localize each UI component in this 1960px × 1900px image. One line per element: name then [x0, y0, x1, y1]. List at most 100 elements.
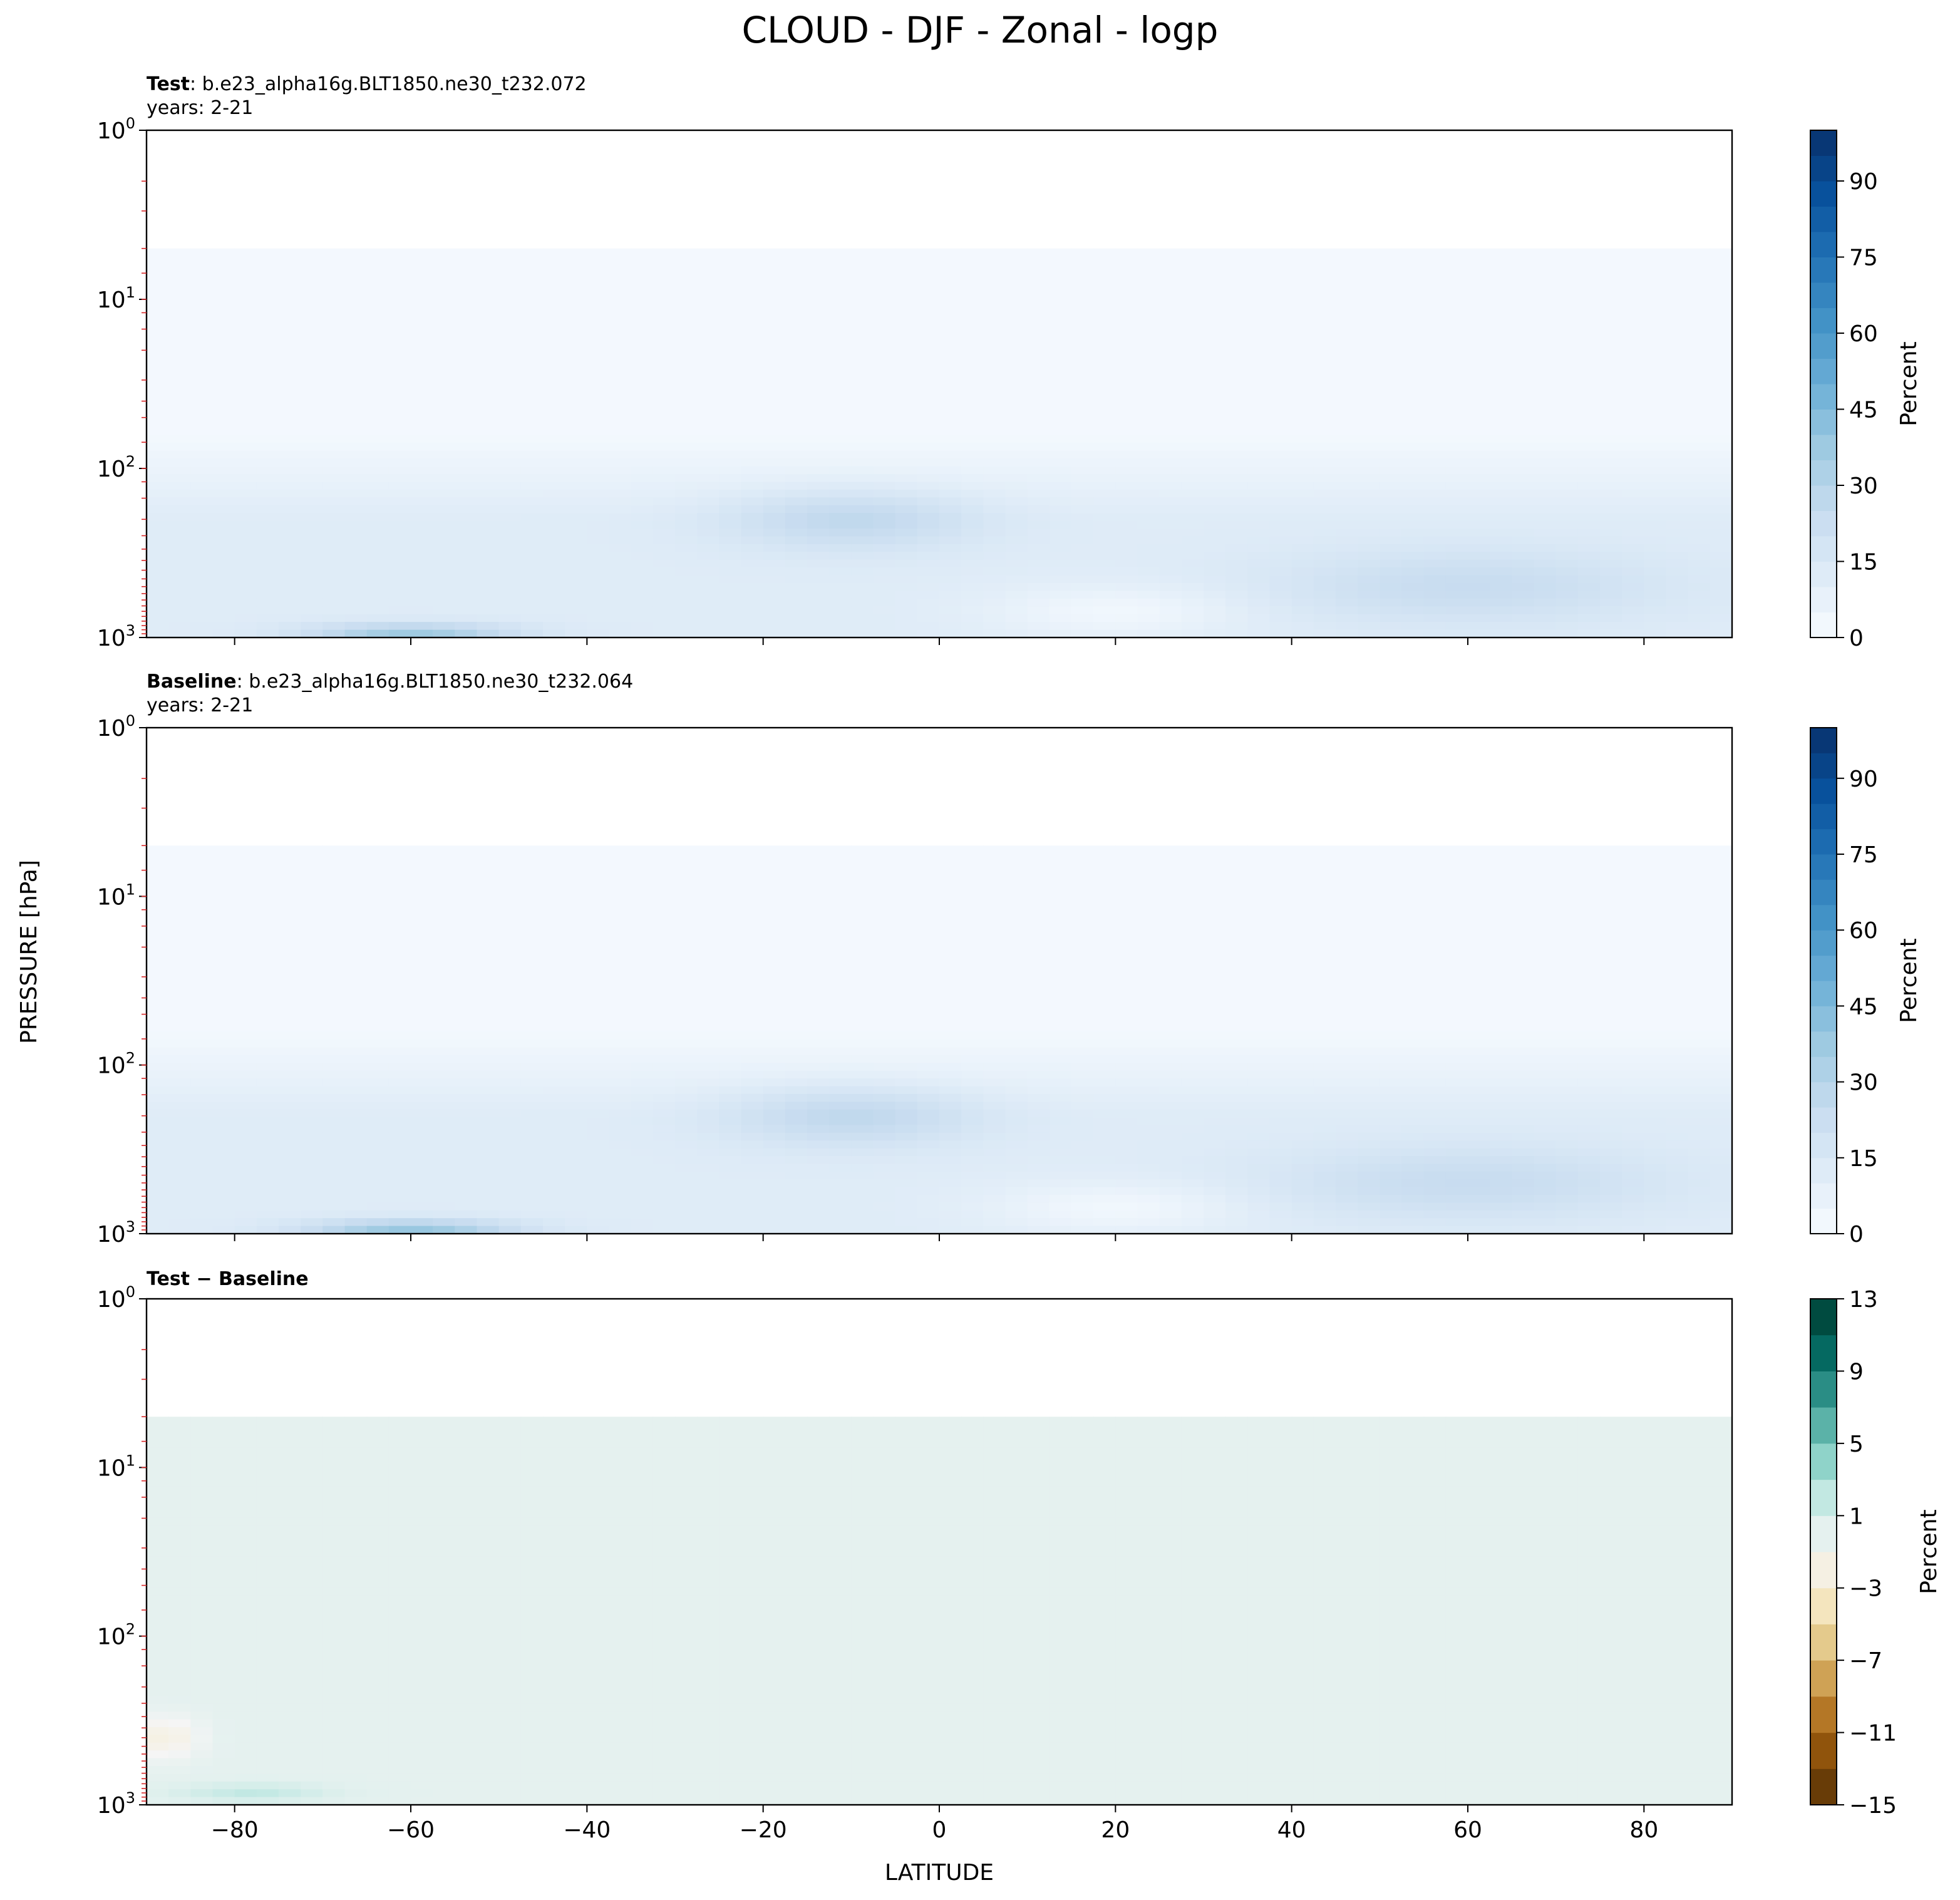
heatmap-cell	[411, 892, 433, 901]
heatmap-cell	[301, 954, 323, 963]
heatmap-cell	[190, 978, 214, 986]
heatmap-cell	[433, 396, 455, 405]
heatmap-cell	[1555, 575, 1579, 584]
heatmap-cell	[1115, 264, 1138, 272]
heatmap-cell	[631, 969, 654, 978]
heatmap-cell	[675, 427, 698, 436]
heatmap-cell	[388, 505, 411, 514]
heatmap-cell	[388, 583, 411, 591]
heatmap-cell	[1181, 575, 1204, 584]
heatmap-cell	[520, 1016, 544, 1025]
heatmap-cell	[631, 614, 654, 622]
heatmap-cell	[388, 1156, 411, 1165]
heatmap-cell	[1093, 311, 1116, 319]
heatmap-cell	[1401, 302, 1425, 311]
heatmap-cell	[498, 1109, 522, 1118]
heatmap-cell	[543, 411, 565, 420]
heatmap-cell	[344, 1086, 368, 1095]
heatmap-cell	[895, 435, 918, 443]
heatmap-cell	[1093, 443, 1116, 452]
heatmap-cell	[1071, 326, 1094, 334]
heatmap-cell	[609, 341, 632, 350]
heatmap-cell	[1093, 404, 1116, 413]
heatmap-cell	[697, 606, 720, 615]
heatmap-cell	[631, 1008, 654, 1017]
heatmap-cell	[1358, 629, 1380, 638]
heatmap-cell	[609, 1055, 632, 1063]
heatmap-cell	[631, 978, 654, 986]
heatmap-cell	[939, 365, 962, 374]
heatmap-cell	[344, 1024, 368, 1033]
heatmap-cell	[917, 435, 940, 443]
heatmap-cell	[1137, 466, 1160, 475]
heatmap-cell	[388, 1078, 411, 1087]
heatmap-cell	[322, 1125, 346, 1133]
heatmap-cell	[212, 287, 235, 296]
heatmap-cell	[1049, 520, 1072, 529]
heatmap-cell	[190, 1195, 214, 1203]
heatmap-cell	[344, 614, 368, 622]
heatmap-cell	[1490, 404, 1512, 413]
heatmap-cell	[411, 420, 433, 428]
heatmap-cell	[388, 622, 411, 631]
heatmap-cell	[1225, 272, 1248, 280]
heatmap-cell	[1600, 404, 1622, 413]
heatmap-cell	[697, 287, 720, 296]
heatmap-cell	[344, 583, 368, 591]
heatmap-cell	[1204, 505, 1226, 514]
heatmap-cell	[344, 861, 368, 869]
heatmap-cell	[256, 1031, 279, 1040]
heatmap-cell	[498, 1093, 522, 1102]
heatmap-cell	[741, 443, 764, 452]
heatmap-cell	[1071, 497, 1094, 506]
heatmap-cell	[498, 1086, 522, 1095]
heatmap-cell	[190, 931, 214, 939]
heatmap-cell	[1071, 420, 1094, 428]
heatmap-cell	[256, 279, 279, 288]
heatmap-cell	[1423, 513, 1447, 522]
colorbar-segment	[1810, 384, 1837, 410]
heatmap-cell	[851, 349, 874, 358]
heatmap-cell	[147, 567, 169, 576]
heatmap-cell	[939, 466, 962, 475]
heatmap-cell	[1445, 287, 1468, 296]
heatmap-cell	[1555, 302, 1579, 311]
heatmap-cell	[719, 458, 742, 467]
heatmap-cell	[1445, 598, 1468, 607]
heatmap-cell	[1115, 272, 1138, 280]
heatmap-cell	[873, 544, 896, 552]
heatmap-cell	[1600, 311, 1622, 319]
heatmap-cell	[829, 458, 852, 467]
heatmap-cell	[344, 962, 368, 971]
heatmap-cell	[873, 381, 896, 389]
heatmap-cell	[498, 591, 522, 599]
heatmap-cell	[1005, 357, 1028, 366]
heatmap-cell	[543, 978, 565, 986]
heatmap-cell	[631, 272, 654, 280]
heatmap-cell	[741, 311, 764, 319]
heatmap-cell	[807, 334, 830, 343]
heatmap-cell	[1577, 381, 1601, 389]
heatmap-cell	[1401, 450, 1425, 459]
heatmap-cell	[719, 567, 742, 576]
heatmap-cell	[322, 845, 346, 854]
heatmap-cell	[477, 1125, 500, 1133]
heatmap-cell	[543, 907, 565, 916]
heatmap-cell	[279, 497, 301, 506]
heatmap-cell	[1269, 287, 1292, 296]
heatmap-cell	[1380, 272, 1403, 280]
heatmap-cell	[785, 598, 808, 607]
heatmap-cell	[279, 1117, 301, 1126]
heatmap-cell	[168, 1210, 191, 1219]
heatmap-cell	[433, 1102, 455, 1110]
heatmap-cell	[1600, 458, 1622, 467]
heatmap-cell	[609, 559, 632, 568]
heatmap-cell	[1468, 287, 1490, 296]
heatmap-cell	[1401, 544, 1425, 552]
heatmap-cell	[851, 381, 874, 389]
heatmap-cell	[279, 1195, 301, 1203]
heatmap-cell	[388, 923, 411, 932]
heatmap-cell	[1555, 318, 1579, 327]
heatmap-cell	[1247, 466, 1271, 475]
heatmap-cell	[1644, 567, 1667, 576]
